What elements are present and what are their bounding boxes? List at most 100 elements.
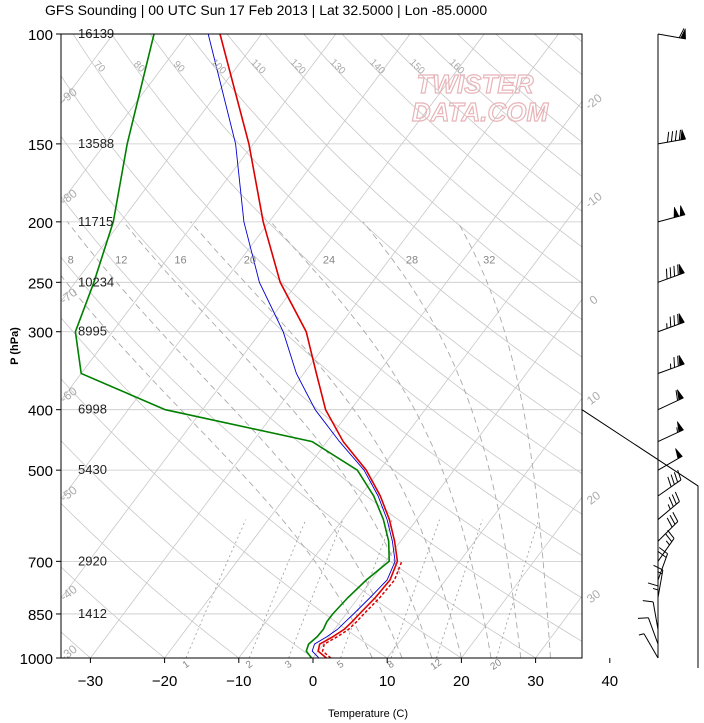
- isotherm-line: [535, 595, 582, 658]
- x-tick-label: 10: [379, 673, 396, 690]
- dry-adiabat: [61, 135, 582, 599]
- y-tick-label: 500: [28, 463, 53, 480]
- dry-adiabat-label: 130: [328, 57, 348, 77]
- height-label: 5430: [78, 462, 107, 477]
- isotherm-line: [164, 100, 582, 658]
- moist-adiabat-label: 12: [115, 255, 127, 267]
- dry-adiabat: [303, 34, 582, 284]
- mixing-ratio-label: 8: [386, 659, 397, 671]
- mixing-ratio-label: 3: [283, 659, 294, 671]
- wind-barb-feather: [673, 357, 676, 368]
- x-tick-label: −10: [226, 673, 251, 690]
- isotherm-line: [386, 397, 582, 658]
- y-tick-label: 300: [28, 325, 53, 342]
- mixing-ratio-label: 12: [429, 657, 445, 673]
- wind-barb-feather: [647, 582, 659, 587]
- wind-barb-staff: [652, 601, 659, 630]
- wind-panel-border: [581, 34, 699, 668]
- isotherm-line: [238, 199, 582, 658]
- dry-adiabat: [61, 256, 536, 658]
- height-label: 10234: [78, 274, 114, 289]
- moist-adiabat-label: 24: [323, 255, 335, 267]
- wetbulb-trace: [207, 34, 396, 658]
- isotherm-line: [61, 34, 485, 599]
- y-tick-label: 150: [28, 137, 53, 154]
- wind-barb-feather: [637, 617, 649, 619]
- wind-barb-feather: [677, 264, 679, 275]
- wind-barb-staff: [657, 538, 675, 562]
- wind-barb-feather: [673, 315, 676, 326]
- height-label: 8995: [78, 324, 107, 339]
- isotherm-line: [61, 34, 411, 500]
- dry-adiabat: [61, 378, 388, 658]
- mixing-ratio-line: [436, 519, 483, 658]
- dry-adiabat-label: 110: [248, 57, 267, 76]
- y-tick-label: 1000: [20, 651, 53, 668]
- wind-barb-half-feather: [667, 504, 671, 510]
- dewpoint-trace: [74, 34, 391, 658]
- dry-adiabat-label: 90: [171, 59, 187, 75]
- dry-adiabat-label: 100: [208, 57, 228, 77]
- wind-barb-feather: [669, 316, 672, 328]
- isotherm-line: [90, 34, 559, 658]
- dry-adiabat-label: 140: [367, 57, 387, 77]
- y-tick-label: 100: [28, 27, 53, 44]
- wind-barb-pennant: [680, 28, 686, 40]
- dry-adiabat-label: 70: [91, 59, 107, 75]
- moist-adiabat: [67, 221, 403, 658]
- wind-barb-feather: [669, 267, 672, 278]
- wind-barb-staff: [657, 569, 664, 598]
- chart-title: GFS Sounding | 00 UTC Sun 17 Feb 2013 | …: [45, 2, 488, 18]
- mixing-ratio-line: [248, 519, 307, 658]
- wind-barb-feather: [678, 129, 681, 141]
- wind-barb-feather: [673, 472, 679, 483]
- wind-barb-feather: [675, 390, 679, 401]
- isotherm-label: 0: [587, 292, 601, 307]
- dry-adiabat: [61, 566, 165, 658]
- dry-adiabat: [149, 34, 582, 435]
- isotherm-line: [461, 496, 582, 658]
- wind-barb-pennant: [679, 205, 686, 217]
- x-tick-label: 0: [309, 673, 317, 690]
- wind-barb-feather: [666, 517, 673, 528]
- wind-barb-feather: [657, 550, 667, 558]
- wind-barb-half-feather: [665, 540, 670, 546]
- wind-barb-feather: [667, 476, 672, 487]
- wind-barb-feather: [664, 533, 673, 542]
- moist-adiabat: [457, 221, 551, 658]
- wind-barb-pennant: [678, 313, 685, 325]
- wind-barb-half-feather: [638, 633, 645, 636]
- moist-adiabat: [61, 274, 373, 658]
- wind-barb-half-feather: [676, 427, 679, 433]
- mixing-ratio-line: [496, 519, 540, 658]
- isotherm-label: 30: [584, 587, 603, 606]
- dry-adiabat: [72, 34, 582, 515]
- watermark-line1: TWISTER: [417, 69, 534, 99]
- wind-barb-pennant: [677, 421, 684, 433]
- wind-barb-pennant: [680, 129, 687, 141]
- wind-barb-pennant: [675, 448, 683, 460]
- wind-barb-staff: [647, 617, 659, 645]
- wind-barb-feather: [671, 494, 677, 505]
- moist-adiabat-label: 28: [406, 255, 418, 267]
- x-axis-label: Temperature (C): [328, 708, 408, 720]
- dry-adiabat: [61, 502, 240, 658]
- temperature-trace: [219, 34, 399, 658]
- wind-barb-feather: [658, 547, 668, 555]
- mixing-ratio-line: [185, 519, 247, 658]
- isotherm-label: 10: [584, 388, 603, 407]
- wind-barb-staff: [643, 633, 659, 659]
- wind-barb-panel: [581, 28, 699, 668]
- height-label: 11715: [78, 214, 113, 229]
- wind-barb-feather: [665, 268, 668, 280]
- wind-barb-feather: [674, 491, 680, 502]
- dry-adiabat: [61, 440, 314, 658]
- isotherm-line: [610, 34, 704, 658]
- moist-adiabat-label: 32: [483, 255, 495, 267]
- isotherm-label: 20: [584, 488, 603, 507]
- dry-adiabat: [264, 34, 582, 321]
- wind-barb-feather: [673, 265, 676, 277]
- y-tick-label: 400: [28, 403, 53, 420]
